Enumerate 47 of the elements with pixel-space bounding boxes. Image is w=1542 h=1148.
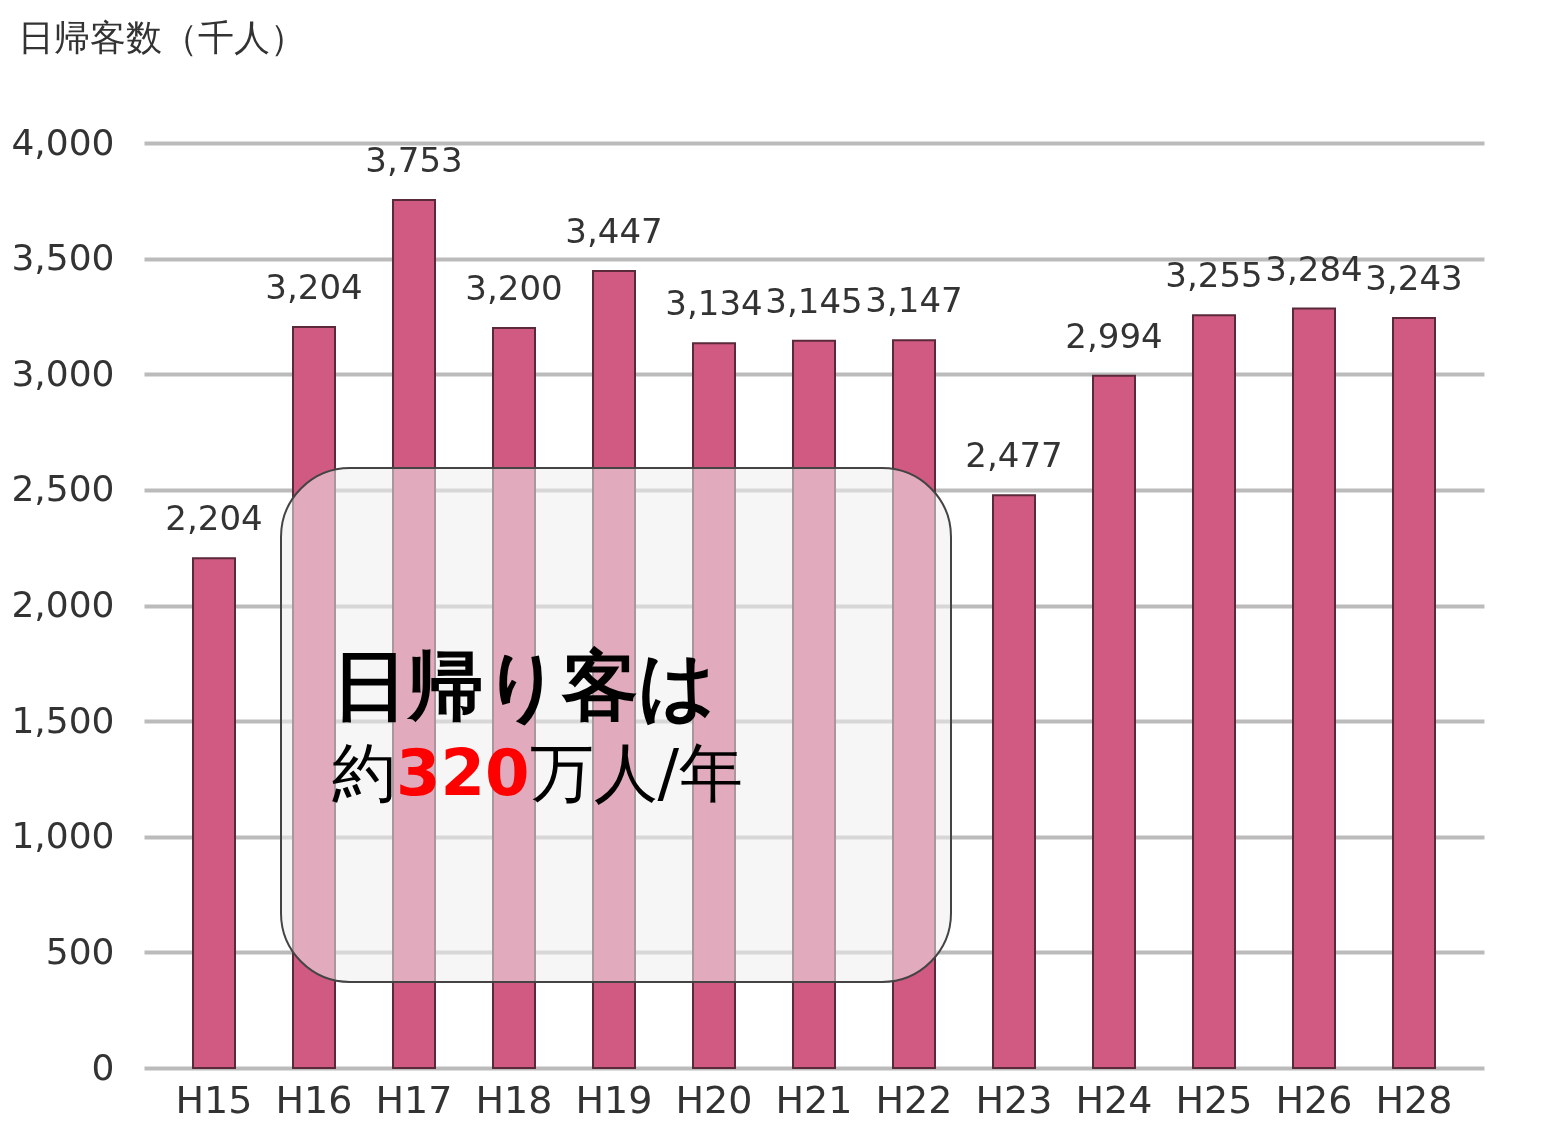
bar <box>1192 314 1236 1069</box>
data-label: 3,284 <box>1265 248 1363 289</box>
x-tick-label: H20 <box>675 1077 753 1122</box>
x-tick-label: H25 <box>1175 1077 1253 1122</box>
bar <box>1092 374 1136 1069</box>
annotation: 約320万人/年 <box>332 735 744 810</box>
data-label: 3,447 <box>565 210 663 251</box>
data-label: 2,477 <box>965 435 1063 476</box>
x-tick-label: H19 <box>575 1077 653 1122</box>
y-tick-label: 4,000 <box>11 121 115 163</box>
data-label: 3,134 <box>665 283 763 324</box>
bar <box>1392 317 1436 1069</box>
x-tick-label: H21 <box>775 1077 853 1122</box>
y-tick-label: 500 <box>45 930 115 972</box>
bar <box>792 339 836 1069</box>
data-label: 3,147 <box>865 280 963 321</box>
y-tick-label: 3,000 <box>11 352 115 394</box>
x-tick-label: H26 <box>1275 1077 1353 1122</box>
callout-box: 日帰り客は 約320万人/年 <box>280 467 952 983</box>
data-label: 3,204 <box>265 267 363 308</box>
y-axis-title: 日帰客数（千人） <box>18 16 306 60</box>
x-tick-label: H23 <box>975 1077 1053 1122</box>
bar <box>992 494 1036 1069</box>
y-tick-label: 2,000 <box>11 584 115 625</box>
data-label: 3,200 <box>465 268 563 308</box>
data-label: 3,255 <box>1165 255 1263 296</box>
y-tick-label: 2,500 <box>11 468 115 510</box>
x-tick-label: H24 <box>1075 1077 1153 1122</box>
data-label: 2,204 <box>165 498 263 539</box>
x-tick-label: H18 <box>475 1077 553 1122</box>
x-tick-label: H28 <box>1375 1077 1453 1122</box>
data-label: 3,243 <box>1365 258 1463 299</box>
x-tick-label: H16 <box>275 1077 353 1122</box>
bar <box>192 557 236 1069</box>
bar <box>1292 307 1336 1069</box>
y-tick-label: 1,500 <box>11 699 115 741</box>
data-label: 3,145 <box>765 280 863 321</box>
y-tick-label: 1,000 <box>11 815 115 857</box>
x-tick-label: H22 <box>875 1077 953 1122</box>
annotation: 日帰り客は <box>332 640 716 730</box>
data-label: 3,753 <box>365 140 463 181</box>
x-tick-label: H17 <box>375 1077 453 1122</box>
data-label: 2,994 <box>1065 315 1163 356</box>
y-tick-label: 0 <box>91 1046 115 1088</box>
bar <box>892 339 936 1069</box>
y-tick-label: 3,500 <box>11 237 115 279</box>
x-tick-label: H15 <box>175 1077 253 1122</box>
